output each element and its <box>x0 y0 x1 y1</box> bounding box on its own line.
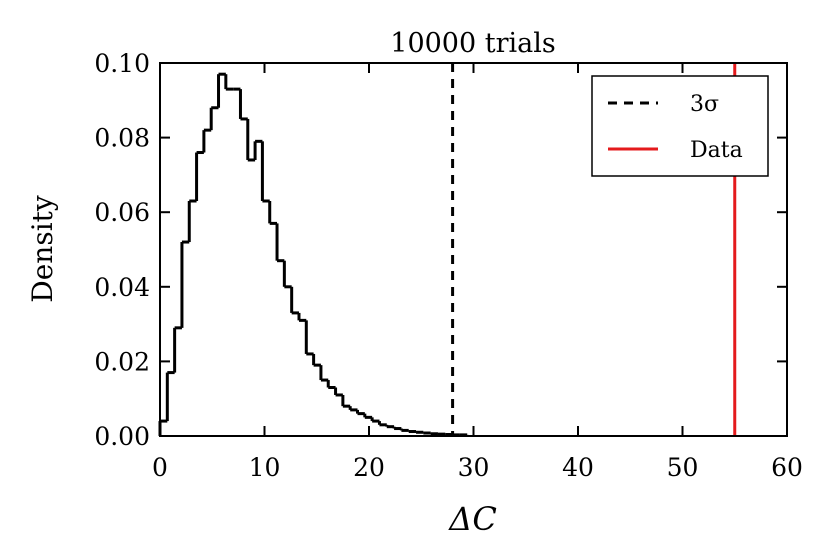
y-tick-label: 0.02 <box>94 347 150 376</box>
y-tick-label: 0.04 <box>94 273 150 302</box>
histogram-bin <box>321 380 328 436</box>
y-tick-label: 0.10 <box>94 49 150 78</box>
y-tick-label: 0.06 <box>94 198 150 227</box>
histogram-bin <box>204 130 211 436</box>
histogram-bin <box>306 354 313 436</box>
histogram-bin <box>262 201 269 436</box>
legend-box <box>591 75 769 177</box>
histogram-bin <box>350 410 357 436</box>
chart-title: 10000 trials <box>390 28 555 59</box>
y-tick-label: 0.08 <box>94 124 150 153</box>
plot-frame <box>159 62 788 437</box>
legend: 3σ Data <box>591 75 769 177</box>
histogram-bin <box>277 261 284 436</box>
legend-label-data: Data <box>690 138 743 163</box>
histogram-bin <box>211 108 218 436</box>
y-axis-tick-labels: 0.00 0.02 0.04 0.06 0.08 0.10 <box>94 49 150 451</box>
x-tick-label: 20 <box>353 453 385 482</box>
x-tick-label: 30 <box>458 453 490 482</box>
x-tick-label: 50 <box>667 453 699 482</box>
x-tick-label: 10 <box>249 453 281 482</box>
x-axis-label: ΔC <box>447 500 497 538</box>
histogram-bin <box>343 406 350 436</box>
histogram-bin <box>219 74 226 436</box>
x-tick-label: 40 <box>562 453 594 482</box>
y-axis-label: Density <box>26 195 59 303</box>
x-axis-tick-labels: 0 10 20 30 40 50 60 <box>152 453 803 482</box>
histogram-bin <box>248 160 255 436</box>
histogram-bin <box>226 89 233 436</box>
x-tick-label: 0 <box>152 453 168 482</box>
legend-label-3sigma: 3σ <box>690 92 719 117</box>
y-tick-label: 0.00 <box>94 422 150 451</box>
histogram-bin <box>240 119 247 436</box>
histogram-bin <box>292 313 299 436</box>
x-tick-label: 60 <box>771 453 803 482</box>
histogram-bin <box>233 89 240 436</box>
